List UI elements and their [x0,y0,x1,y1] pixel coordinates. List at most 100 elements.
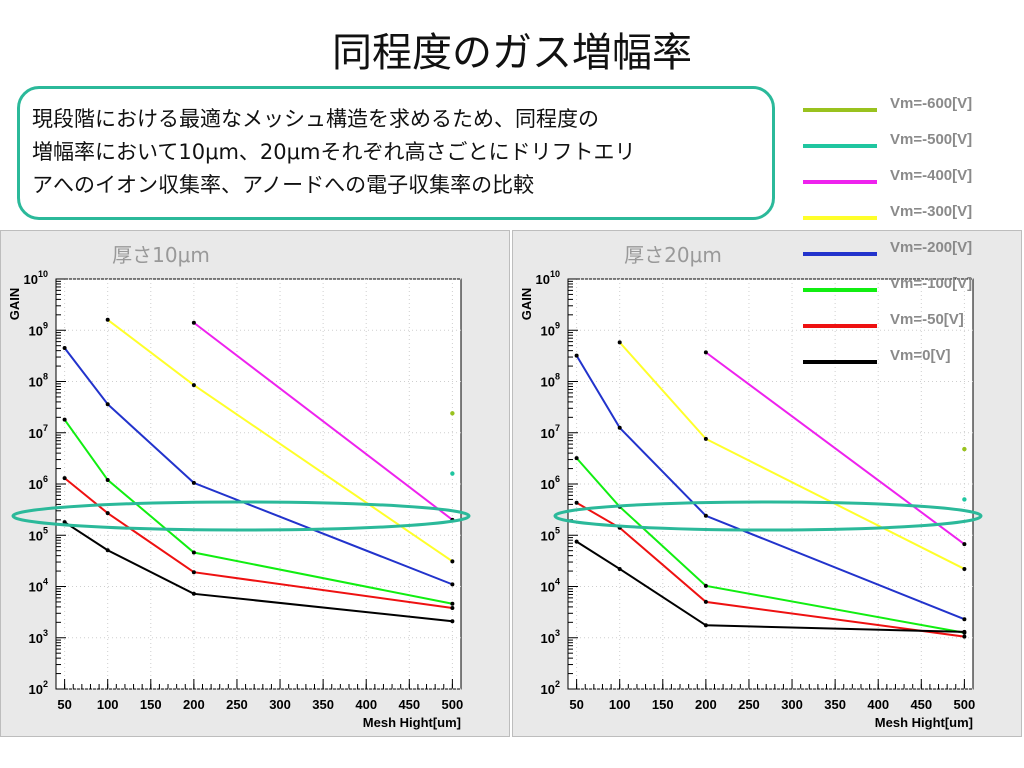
data-point [191,550,196,555]
data-point [574,539,579,544]
gain-chart-20um: 50 100 150 200 250 300 350 400 450 500 102 103 104 10… [519,243,976,730]
data-point [962,497,967,502]
y-tick-label: 106 [29,474,48,492]
data-point [62,476,67,481]
data-point [574,456,579,461]
y-tick-label: 102 [29,679,48,697]
x-axis-label: Mesh Hight[um] [875,715,973,730]
panel-title: 厚さ10μm [112,243,210,267]
data-point [62,346,67,351]
x-tick-label: 400 [867,697,889,712]
data-point [703,436,708,441]
data-point [450,582,455,587]
data-point [105,402,110,407]
legend-label: Vm=-50[V] [890,311,964,328]
y-tick-label: 104 [29,577,48,595]
data-point [703,583,708,588]
x-tick-label: 450 [910,697,932,712]
y-tick-label: 102 [541,679,560,697]
data-point [105,511,110,516]
y-tick-label: 103 [541,628,560,646]
data-point [617,504,622,509]
legend-label: Vm=0[V] [890,347,950,364]
y-tick-label: 105 [541,525,560,543]
series-line [63,477,453,610]
legend-label: Vm=-200[V] [890,239,972,256]
series-line [63,347,453,586]
chart-legend: Vm=-600[V] Vm=-500[V] Vm=-400[V] Vm=-300[V]… [803,95,972,364]
data-point [450,619,455,624]
panel-title: 厚さ20μm [624,243,722,267]
series-line [64,521,453,623]
x-tick-label: 150 [652,697,674,712]
y-tick-label: 108 [29,372,48,390]
legend-label: Vm=-400[V] [890,167,972,184]
data-point [617,566,622,571]
y-tick-label: 109 [541,320,560,338]
data-point [617,425,622,430]
data-point [450,606,455,611]
x-axis-label: Mesh Hight[um] [363,715,461,730]
x-tick-label: 450 [398,697,420,712]
slide-title: 同程度のガス増幅率 [332,30,692,76]
x-tick-label: 250 [738,697,760,712]
x-tick-label: 500 [442,697,464,712]
x-tick-label: 500 [954,697,976,712]
data-point [617,525,622,530]
data-point [450,411,455,416]
data-point [574,500,579,505]
data-point [962,617,967,622]
gain-chart-10um: 50 100 150 200 250 300 350 400 450 500 102 103 104 10… [7,243,464,730]
legend-label: Vm=-300[V] [890,203,972,220]
y-tick-label: 107 [541,423,560,441]
data-point [62,520,67,525]
y-tick-label: 109 [29,320,48,338]
y-tick-label: 106 [541,474,560,492]
x-tick-label: 350 [312,697,334,712]
data-point [191,480,196,485]
y-tick-label: 108 [541,372,560,390]
description-line: アへのイオン収集率、アノードへの電子収集率の比較 [32,173,535,197]
x-tick-label: 100 [97,697,119,712]
x-tick-label: 300 [269,697,291,712]
y-axis-label: GAIN [519,288,534,321]
data-point [703,513,708,518]
series-line [575,355,965,621]
y-tick-label: 1010 [24,269,48,287]
data-point [962,629,967,634]
x-tick-label: 50 [57,697,71,712]
y-tick-label: 1010 [536,269,560,287]
x-tick-label: 300 [781,697,803,712]
data-point [105,317,110,322]
y-tick-label: 107 [29,423,48,441]
data-point [191,591,196,596]
data-point [450,601,455,606]
chart-panel-thickness-20um: 50 100 150 200 250 300 350 400 450 500 102 103 104 10… [512,230,1022,737]
data-point [191,383,196,388]
data-point [617,340,622,345]
data-point [574,353,579,358]
description-box: 現段階における最適なメッシュ構造を求めるため、同程度の 増幅率において10μm、… [17,86,775,220]
data-point [191,570,196,575]
data-point [962,446,967,452]
data-point [450,559,455,564]
plot-area [55,278,462,690]
legend-label: Vm=-100[V] [890,275,972,292]
legend-label: Vm=-500[V] [890,131,972,148]
y-tick-label: 105 [29,525,48,543]
plot-area [567,278,974,690]
series-line [193,321,453,521]
y-tick-label: 103 [29,628,48,646]
x-tick-label: 100 [609,697,631,712]
x-tick-label: 350 [824,697,846,712]
data-point [62,417,67,422]
x-tick-label: 150 [140,697,162,712]
x-tick-label: 200 [695,697,717,712]
data-point [703,623,708,628]
series-line [575,457,965,634]
data-point [191,320,196,325]
data-point [962,634,967,639]
data-point [703,599,708,604]
data-point [450,471,455,476]
data-point [703,350,708,355]
